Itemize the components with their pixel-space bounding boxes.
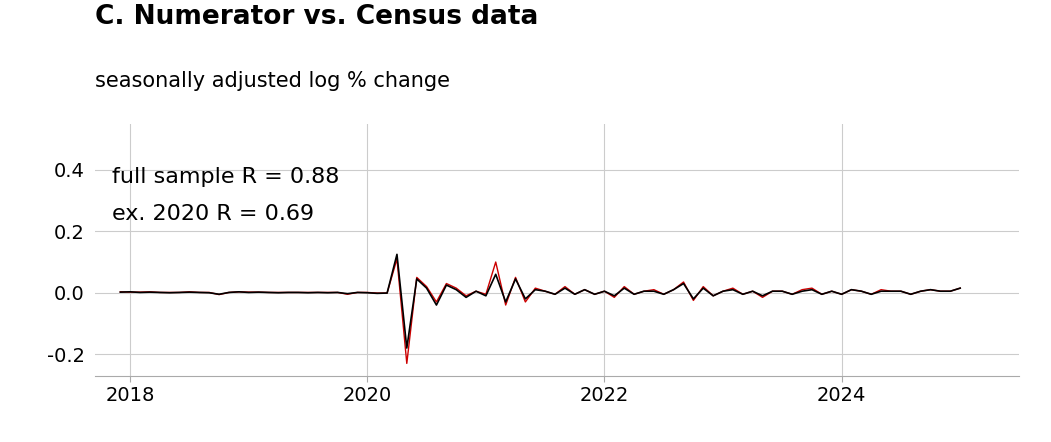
- Text: ex. 2020 R = 0.69: ex. 2020 R = 0.69: [112, 204, 314, 224]
- Text: seasonally adjusted log % change: seasonally adjusted log % change: [95, 71, 450, 91]
- Text: C. Numerator vs. Census data: C. Numerator vs. Census data: [95, 4, 538, 30]
- Text: full sample R = 0.88: full sample R = 0.88: [112, 167, 339, 187]
